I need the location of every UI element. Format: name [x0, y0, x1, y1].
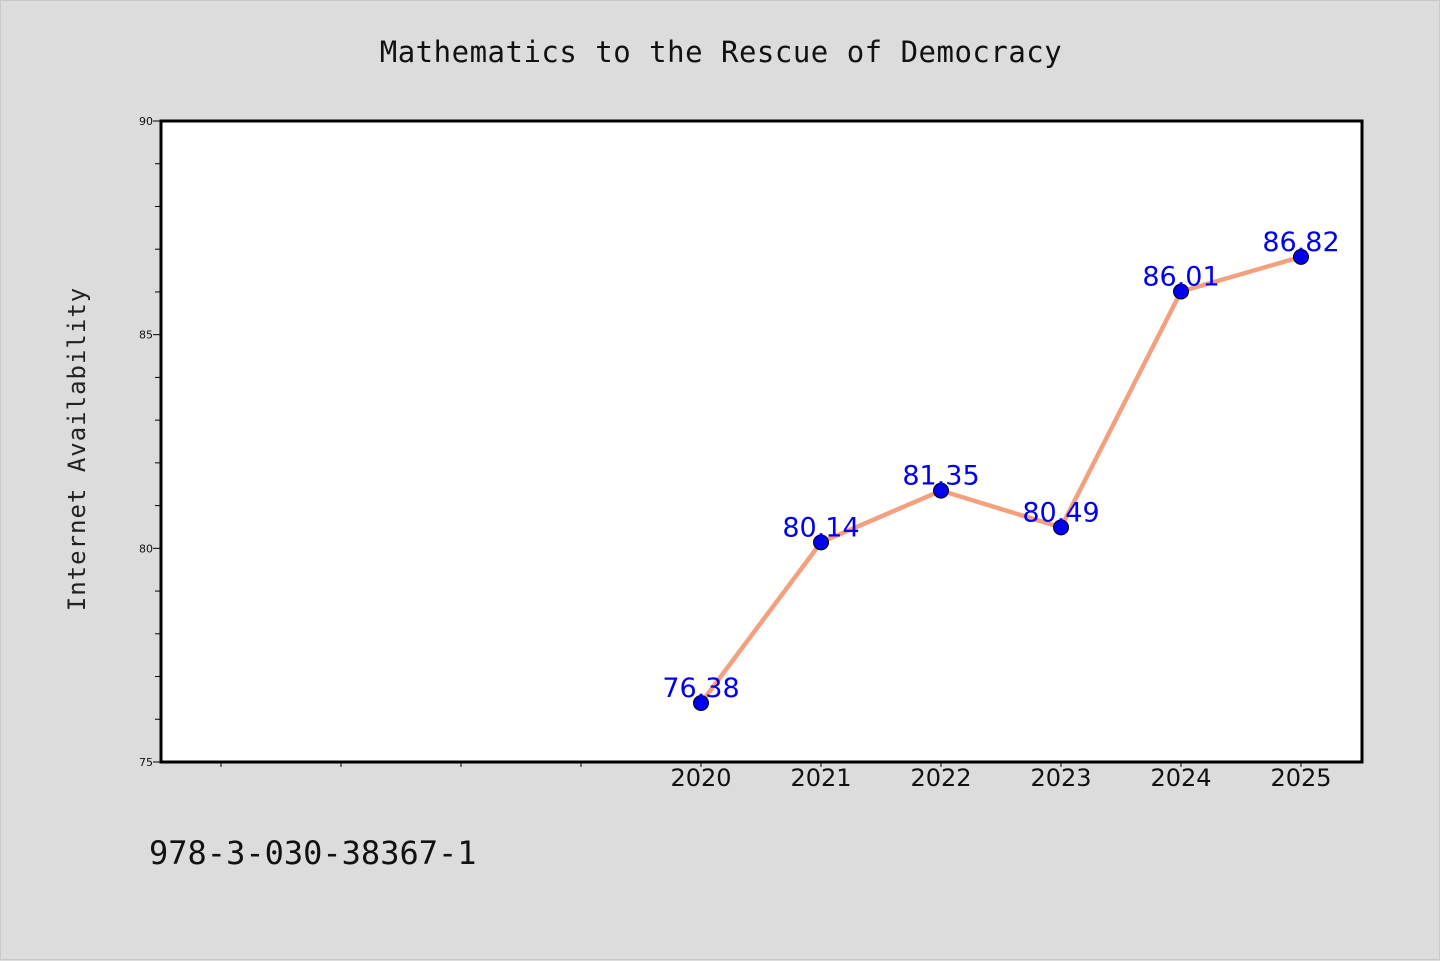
series-line	[698, 254, 1304, 706]
data-label: 76.38	[662, 673, 739, 704]
y-tick-label: 80	[139, 542, 153, 555]
x-tick-label: 2020	[670, 764, 731, 792]
data-label: 80.14	[782, 512, 859, 543]
y-tick-label: 90	[139, 115, 153, 128]
x-tick-label: 2022	[910, 764, 971, 792]
data-label: 80.49	[1022, 497, 1099, 528]
data-label: 81.35	[902, 461, 979, 492]
x-tick-label: 2024	[1150, 764, 1211, 792]
y-tick-label: 75	[139, 756, 153, 769]
data-point	[693, 695, 709, 712]
data-point	[1293, 248, 1309, 265]
chart-title: Mathematics to the Rescue of Democracy	[379, 35, 1063, 69]
y-tick-label: 85	[139, 329, 153, 342]
data-point	[813, 534, 829, 551]
data-point	[1053, 519, 1069, 536]
data-label: 86.01	[1142, 262, 1219, 293]
x-tick-label: 2023	[1030, 764, 1091, 792]
x-tick-label: 2021	[790, 764, 851, 792]
x-tick-label: 2025	[1270, 764, 1331, 792]
data-point	[1173, 283, 1189, 300]
data-point	[933, 482, 949, 499]
data-label: 86.82	[1262, 227, 1339, 258]
isbn-text: 978-3-030-38367-1	[149, 834, 477, 872]
plot-area	[159, 119, 1364, 764]
